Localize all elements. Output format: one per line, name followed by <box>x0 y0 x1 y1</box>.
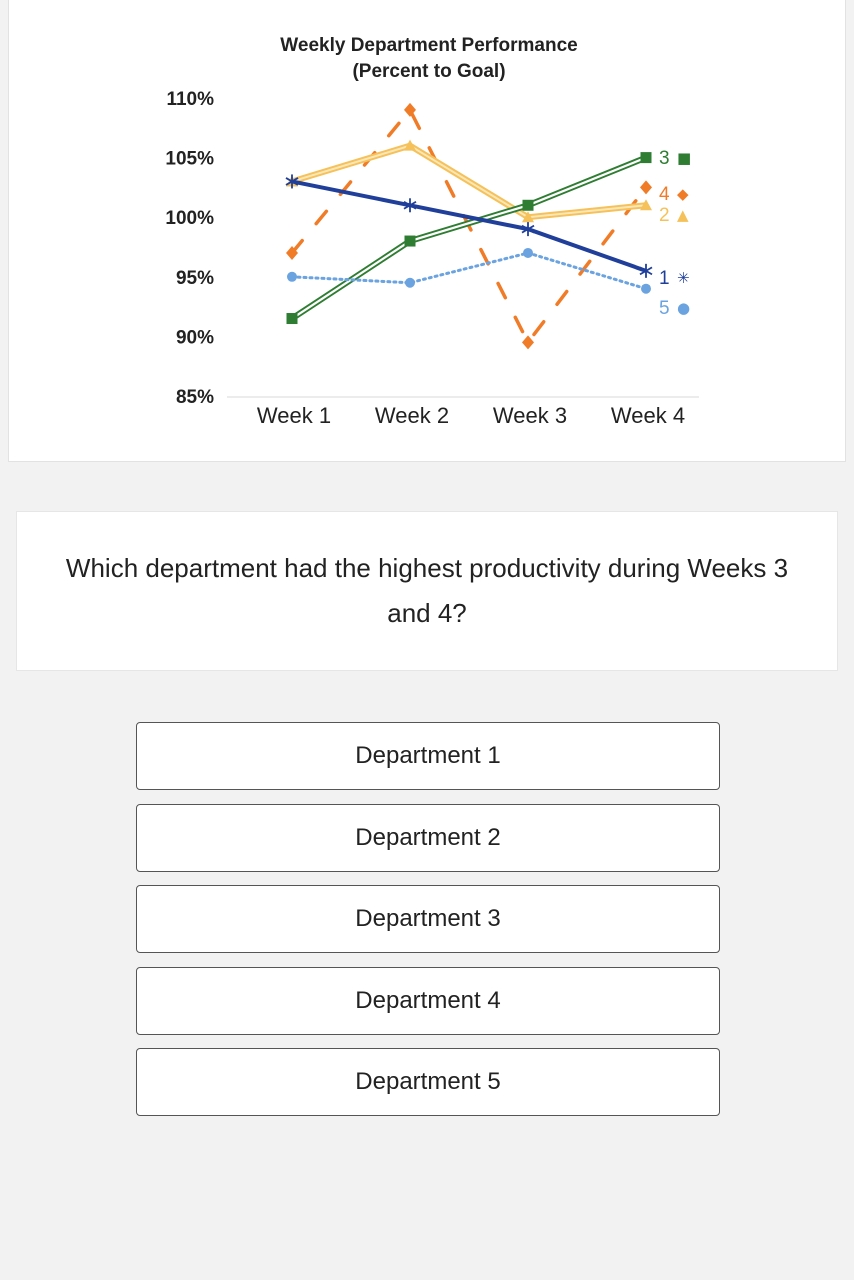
chart-title: Weekly Department Performance <box>280 35 577 56</box>
x-tick-label: Week 1 <box>257 403 331 428</box>
chart-card: Weekly Department Performance (Percent t… <box>8 0 846 462</box>
series-5-point <box>641 283 651 294</box>
series-4-point <box>522 335 534 350</box>
question-text: Which department had the highest product… <box>65 553 789 628</box>
y-tick-label: 90% <box>176 327 214 348</box>
series-2-end-label: 2 <box>659 205 670 226</box>
series-2-point <box>404 139 416 151</box>
answer-button-department-5[interactable]: Department 5 <box>136 1048 720 1116</box>
question-card: Which department had the highest product… <box>16 511 838 671</box>
series-1-point <box>521 222 535 237</box>
series-3-end-label: 3 <box>659 148 670 169</box>
series-3-point <box>286 313 298 325</box>
x-tick-label: Week 3 <box>493 403 567 428</box>
chart-plot-area: 110% 105% 100% 95% 90% 85% Week 1 Week 2 Week 3 W… <box>165 89 691 428</box>
answer-button-department-2[interactable]: Department 2 <box>136 803 720 872</box>
series-5-point <box>287 271 297 282</box>
series-3-point <box>522 199 534 211</box>
y-tick-label: 105% <box>165 149 214 170</box>
series-5-point <box>523 247 533 258</box>
answer-button-department-4[interactable]: Department 4 <box>136 966 720 1035</box>
y-tick-label: 100% <box>165 208 214 229</box>
series-2-legend-glyph: ▲ <box>677 206 689 224</box>
series-2-point <box>640 199 652 211</box>
y-tick-label: 95% <box>176 268 214 289</box>
series-4-end-label: 4 <box>659 184 670 205</box>
y-tick-label: 110% <box>166 89 214 110</box>
series-4-legend-glyph: ◆ <box>677 185 689 203</box>
series-2-point <box>522 211 534 223</box>
x-tick-label: Week 2 <box>375 403 449 428</box>
series-4-point <box>404 102 416 117</box>
performance-chart: Weekly Department Performance (Percent t… <box>165 35 699 428</box>
series-2-line-inner <box>291 144 647 219</box>
series-1-point <box>639 263 653 278</box>
series-3-legend-glyph: ■ <box>677 149 691 167</box>
answer-button-department-1[interactable]: Department 1 <box>136 722 720 790</box>
series-5-line <box>290 251 648 291</box>
series-5-end-label: 5 <box>659 298 670 319</box>
answer-list: Department 1 Department 2 Department 3 D… <box>136 722 720 1130</box>
series-1-legend-glyph: ✳ <box>677 269 690 287</box>
series-3-point <box>640 152 652 164</box>
series-4-point <box>640 180 652 195</box>
y-tick-label: 85% <box>176 387 214 408</box>
series-5-point <box>405 277 415 288</box>
series-1-line <box>291 179 647 273</box>
series-3-point <box>404 235 416 247</box>
series-4-point <box>286 245 298 260</box>
series-5-legend-glyph: ● <box>677 299 690 317</box>
chart-subtitle: (Percent to Goal) <box>352 61 505 82</box>
x-tick-label: Week 4 <box>611 403 685 428</box>
answer-button-department-3[interactable]: Department 3 <box>136 885 720 953</box>
series-1-point <box>285 174 299 189</box>
series-1-point <box>403 198 417 213</box>
series-1-end-label: 1 <box>659 268 670 289</box>
